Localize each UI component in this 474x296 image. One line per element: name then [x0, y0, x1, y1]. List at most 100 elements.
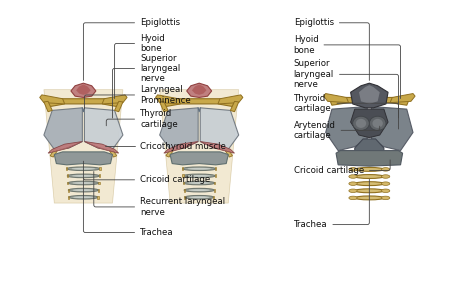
Ellipse shape — [355, 189, 384, 193]
Text: Laryngeal
Prominence: Laryngeal Prominence — [84, 85, 191, 109]
Ellipse shape — [355, 175, 384, 178]
Polygon shape — [230, 101, 239, 112]
Polygon shape — [214, 189, 215, 192]
Text: Cricothyroid muscle: Cricothyroid muscle — [105, 142, 226, 151]
Text: Thyroid
cartilage: Thyroid cartilage — [106, 110, 178, 129]
Ellipse shape — [356, 119, 366, 128]
Ellipse shape — [188, 175, 210, 177]
Text: Trachea: Trachea — [294, 179, 369, 229]
Ellipse shape — [360, 190, 379, 192]
Polygon shape — [155, 95, 181, 104]
Text: Epiglottis: Epiglottis — [294, 18, 369, 81]
Polygon shape — [102, 95, 127, 104]
Polygon shape — [99, 174, 100, 177]
Ellipse shape — [355, 196, 384, 200]
Polygon shape — [355, 139, 384, 164]
Ellipse shape — [355, 182, 384, 186]
Polygon shape — [44, 108, 82, 149]
Polygon shape — [98, 189, 99, 192]
Ellipse shape — [360, 183, 379, 185]
Ellipse shape — [360, 197, 379, 199]
Ellipse shape — [188, 168, 211, 170]
Polygon shape — [359, 85, 380, 104]
Polygon shape — [67, 181, 68, 184]
Ellipse shape — [72, 175, 95, 177]
Text: Cricoid cartilage: Cricoid cartilage — [83, 161, 210, 184]
Polygon shape — [192, 84, 207, 95]
Ellipse shape — [349, 196, 357, 200]
Ellipse shape — [182, 167, 216, 170]
Ellipse shape — [373, 119, 383, 128]
Polygon shape — [76, 84, 91, 95]
Polygon shape — [324, 94, 348, 103]
Ellipse shape — [73, 196, 93, 198]
Polygon shape — [183, 189, 185, 192]
Ellipse shape — [360, 176, 379, 178]
Text: Hyoid
bone: Hyoid bone — [294, 35, 401, 99]
Polygon shape — [351, 83, 388, 108]
Polygon shape — [44, 101, 52, 112]
Ellipse shape — [349, 168, 357, 171]
Polygon shape — [47, 99, 120, 107]
Polygon shape — [67, 174, 68, 177]
Polygon shape — [170, 152, 228, 165]
Polygon shape — [163, 99, 236, 107]
Ellipse shape — [185, 195, 214, 199]
Polygon shape — [164, 141, 198, 153]
Polygon shape — [55, 152, 112, 165]
Polygon shape — [326, 107, 367, 151]
Polygon shape — [215, 167, 217, 170]
Ellipse shape — [382, 182, 390, 185]
Polygon shape — [183, 181, 184, 184]
Ellipse shape — [73, 189, 94, 191]
Ellipse shape — [188, 182, 210, 184]
Polygon shape — [50, 149, 57, 157]
Polygon shape — [68, 189, 69, 192]
Ellipse shape — [183, 174, 215, 178]
Ellipse shape — [349, 189, 357, 192]
Polygon shape — [97, 196, 99, 199]
Polygon shape — [390, 94, 415, 103]
Polygon shape — [115, 101, 123, 112]
Ellipse shape — [68, 188, 99, 192]
Polygon shape — [200, 141, 235, 153]
Ellipse shape — [68, 181, 99, 185]
Ellipse shape — [69, 195, 98, 199]
Ellipse shape — [382, 168, 390, 171]
Text: Arytenoid
cartilage: Arytenoid cartilage — [294, 121, 380, 140]
Ellipse shape — [353, 116, 369, 131]
Text: Recurrent laryngeal
nerve: Recurrent laryngeal nerve — [94, 171, 225, 217]
Polygon shape — [166, 149, 173, 157]
Text: Thyroid
cartilage: Thyroid cartilage — [294, 94, 399, 129]
Polygon shape — [84, 108, 123, 149]
Polygon shape — [99, 181, 100, 184]
Polygon shape — [44, 90, 123, 203]
Polygon shape — [66, 167, 67, 170]
Polygon shape — [214, 181, 215, 184]
Ellipse shape — [184, 188, 214, 192]
Ellipse shape — [72, 168, 95, 170]
Polygon shape — [160, 101, 168, 112]
Text: Hyoid
bone: Hyoid bone — [115, 34, 165, 99]
Polygon shape — [84, 141, 119, 153]
Ellipse shape — [355, 168, 384, 171]
Polygon shape — [68, 196, 69, 199]
Polygon shape — [218, 95, 243, 104]
Ellipse shape — [360, 168, 379, 170]
Ellipse shape — [382, 189, 390, 192]
Text: Superior
laryngeal
nerve: Superior laryngeal nerve — [294, 59, 399, 118]
Polygon shape — [182, 174, 184, 177]
Ellipse shape — [73, 182, 94, 184]
Ellipse shape — [67, 174, 100, 178]
Ellipse shape — [67, 167, 100, 170]
Polygon shape — [372, 107, 413, 151]
Polygon shape — [187, 83, 212, 97]
Ellipse shape — [189, 196, 210, 198]
Text: Trachea: Trachea — [83, 179, 174, 237]
Polygon shape — [109, 149, 117, 157]
Polygon shape — [351, 109, 388, 138]
Polygon shape — [200, 108, 239, 149]
Ellipse shape — [189, 189, 210, 191]
Polygon shape — [330, 97, 409, 105]
Ellipse shape — [382, 175, 390, 178]
